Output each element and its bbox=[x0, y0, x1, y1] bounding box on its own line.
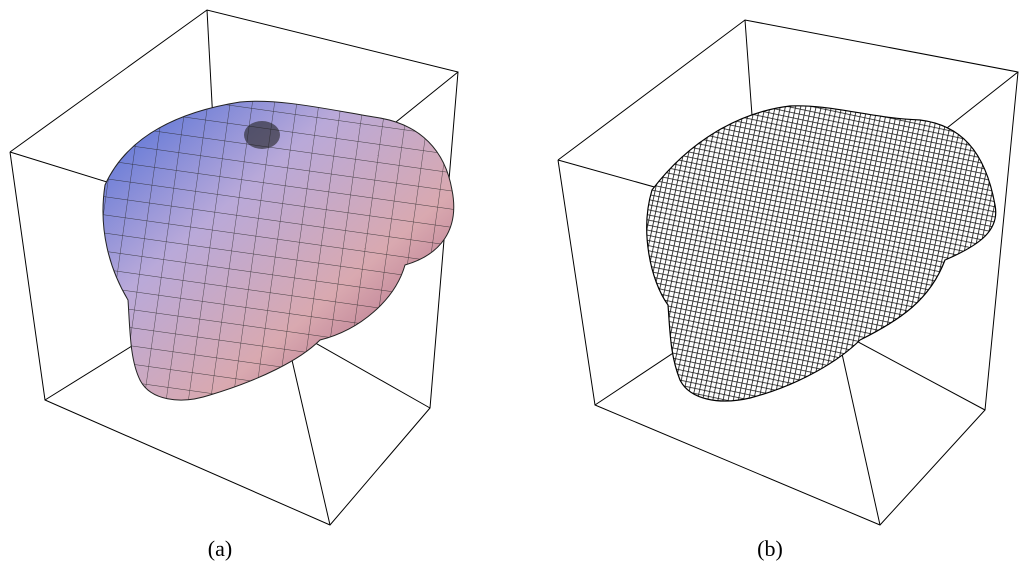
panel-label: (a) bbox=[208, 536, 232, 561]
figure: (a) (b) bbox=[0, 0, 1028, 581]
voxel-mesh bbox=[647, 106, 996, 401]
panel-a: (a) bbox=[10, 10, 458, 561]
panel-label: (b) bbox=[757, 536, 783, 561]
panel-b: (b) bbox=[558, 20, 1018, 561]
surface-mesh bbox=[103, 101, 454, 400]
